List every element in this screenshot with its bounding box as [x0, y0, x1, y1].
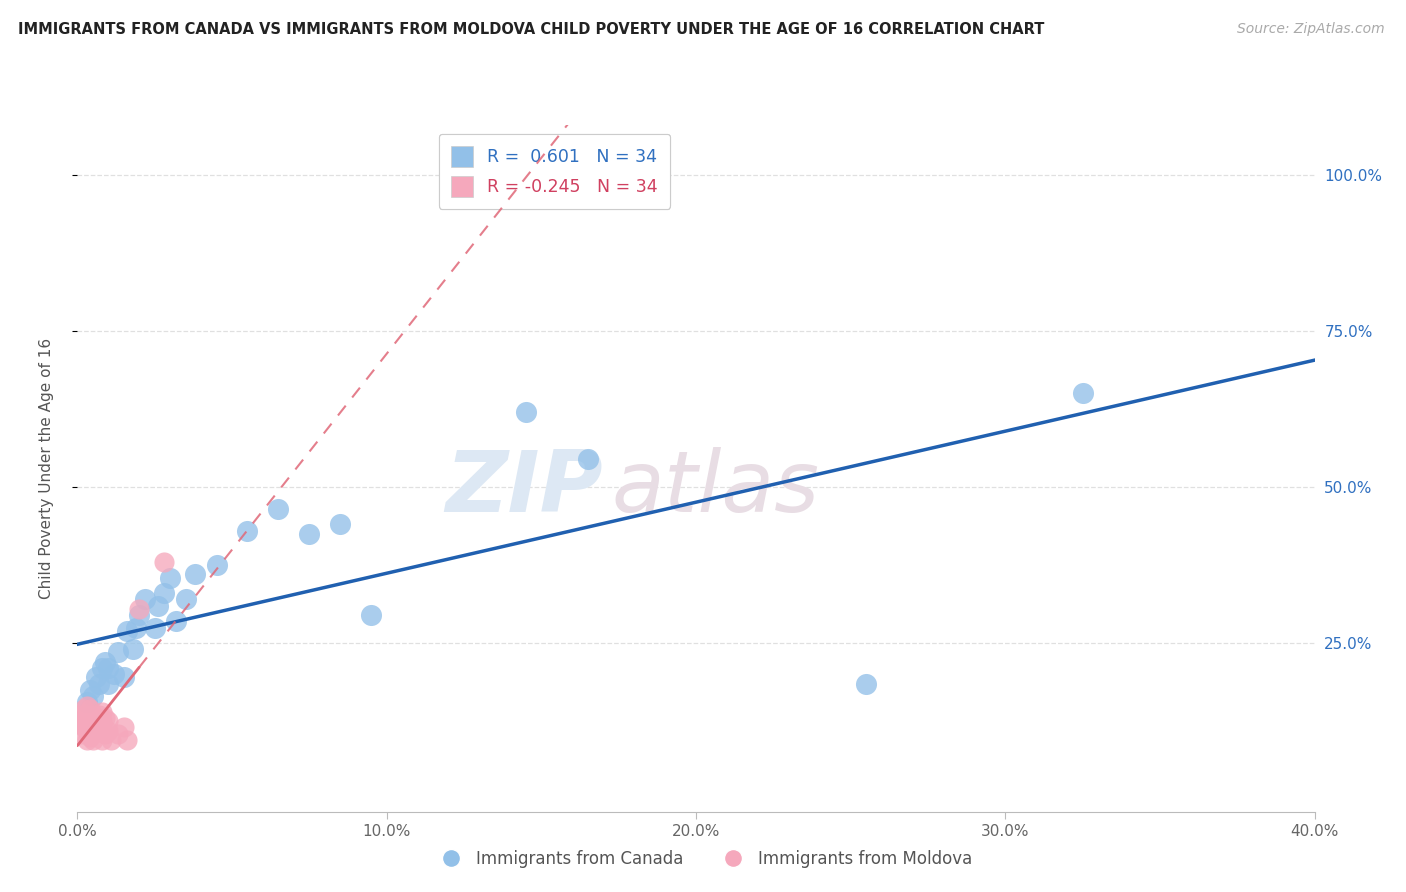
Point — [143, 621, 166, 635]
Point — [91, 714, 114, 728]
Point — [360, 608, 382, 623]
Point — [76, 711, 98, 725]
Point — [103, 667, 125, 681]
Text: ZIP: ZIP — [446, 448, 603, 531]
Point — [97, 714, 120, 728]
Point — [82, 733, 104, 747]
Text: Source: ZipAtlas.com: Source: ZipAtlas.com — [1237, 22, 1385, 37]
Point — [87, 723, 110, 738]
Point — [94, 726, 117, 740]
Point — [134, 592, 156, 607]
Point — [91, 661, 114, 675]
Point — [576, 451, 599, 466]
Point — [112, 721, 135, 735]
Point — [76, 698, 98, 713]
Point — [125, 621, 148, 635]
Point — [82, 689, 104, 703]
Point — [184, 567, 207, 582]
Point — [298, 526, 321, 541]
Point — [76, 733, 98, 747]
Point — [515, 405, 537, 419]
Point — [84, 671, 107, 685]
Point — [91, 733, 114, 747]
Point — [115, 624, 138, 638]
Text: IMMIGRANTS FROM CANADA VS IMMIGRANTS FROM MOLDOVA CHILD POVERTY UNDER THE AGE OF: IMMIGRANTS FROM CANADA VS IMMIGRANTS FRO… — [18, 22, 1045, 37]
Point — [100, 733, 122, 747]
Point — [855, 676, 877, 690]
Point — [236, 524, 259, 538]
Point — [128, 602, 150, 616]
Legend: R =  0.601   N = 34, R = -0.245   N = 34: R = 0.601 N = 34, R = -0.245 N = 34 — [439, 134, 671, 209]
Point — [146, 599, 169, 613]
Point — [153, 555, 176, 569]
Point — [128, 608, 150, 623]
Point — [165, 614, 187, 628]
Point — [97, 723, 120, 738]
Point — [76, 696, 98, 710]
Point — [79, 730, 101, 744]
Point — [79, 683, 101, 698]
Point — [84, 711, 107, 725]
Point — [267, 501, 290, 516]
Point — [107, 646, 129, 660]
Point — [79, 721, 101, 735]
Point — [329, 517, 352, 532]
Y-axis label: Child Poverty Under the Age of 16: Child Poverty Under the Age of 16 — [39, 338, 53, 599]
Point — [72, 721, 94, 735]
Point — [79, 701, 101, 715]
Point — [97, 676, 120, 690]
Point — [91, 723, 114, 738]
Legend: Immigrants from Canada, Immigrants from Moldova: Immigrants from Canada, Immigrants from … — [427, 844, 979, 875]
Text: atlas: atlas — [612, 448, 820, 531]
Point — [174, 592, 197, 607]
Point — [82, 721, 104, 735]
Point — [94, 655, 117, 669]
Point — [153, 586, 176, 600]
Point — [69, 726, 91, 740]
Point — [107, 726, 129, 740]
Point — [87, 676, 110, 690]
Point — [159, 571, 181, 585]
Point — [91, 705, 114, 719]
Point — [82, 708, 104, 723]
Point — [87, 708, 110, 723]
Point — [112, 671, 135, 685]
Point — [205, 558, 228, 573]
Point — [76, 723, 98, 738]
Point — [66, 708, 89, 723]
Point — [72, 711, 94, 725]
Point — [84, 723, 107, 738]
Point — [97, 661, 120, 675]
Point — [1071, 386, 1094, 401]
Point — [72, 701, 94, 715]
Point — [94, 711, 117, 725]
Point — [115, 733, 138, 747]
Point — [122, 642, 145, 657]
Point — [69, 717, 91, 731]
